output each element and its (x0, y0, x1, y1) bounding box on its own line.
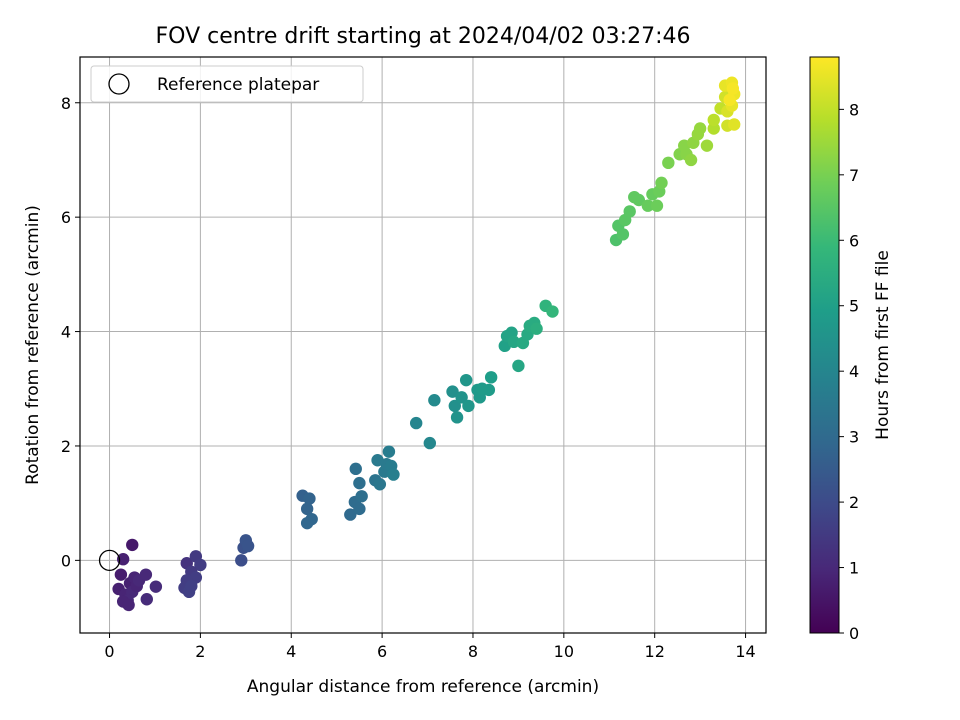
data-point (616, 228, 630, 241)
data-point (353, 502, 366, 516)
legend-marker-icon (108, 73, 130, 95)
data-point (116, 553, 130, 566)
data-point (241, 539, 255, 553)
data-point (707, 113, 720, 127)
data-point (355, 490, 368, 503)
data-point (126, 538, 139, 552)
x-tick-label: 12 (645, 642, 665, 661)
data-point (662, 156, 675, 170)
colorbar-tick-label: 6 (849, 231, 859, 250)
data-point (650, 199, 664, 212)
x-tick-label: 14 (735, 642, 755, 661)
data-point (546, 305, 559, 318)
legend-box (90, 65, 364, 103)
reference-point (98, 549, 121, 572)
x-axis: 0 2 4 6 8 10 12 14 (104, 633, 756, 661)
data-point (387, 468, 400, 481)
data-point (194, 558, 207, 572)
chart-title: FOV centre drift starting at 2024/04/02 … (156, 24, 691, 49)
data-point (693, 122, 707, 135)
data-point (373, 478, 387, 491)
data-point (484, 371, 498, 384)
x-tick-label: 2 (195, 642, 205, 661)
reference-marker (98, 549, 121, 572)
data-point (482, 383, 496, 397)
data-point (707, 122, 720, 135)
y-tick-label: 6 (61, 208, 71, 227)
y-axis: 0 2 4 6 8 (61, 94, 80, 570)
colorbar: 0 1 2 3 4 5 6 7 8 Hours from first FF file (809, 56, 893, 643)
data-point (446, 385, 459, 398)
data-point (512, 359, 525, 373)
data-point (353, 476, 366, 490)
data-point (507, 335, 521, 349)
y-tick-label: 0 (61, 551, 71, 570)
colorbar-label: Hours from first FF file (873, 250, 893, 440)
data-point (530, 322, 543, 335)
data-point (450, 411, 464, 424)
colorbar-tick-label: 1 (849, 559, 859, 578)
data-point (684, 153, 698, 167)
data-point (114, 568, 128, 581)
data-point (632, 193, 645, 207)
data-point (723, 93, 736, 107)
colorbar-tick-label: 5 (849, 297, 859, 316)
legend-entry-reference: Reference platepar (157, 75, 319, 95)
colorbar-tick-label: 3 (849, 428, 859, 447)
data-point (455, 391, 468, 404)
data-point (344, 508, 357, 521)
data-point (409, 416, 423, 430)
data-point (727, 118, 741, 131)
data-point (700, 139, 714, 152)
x-tick-label: 10 (554, 642, 574, 661)
y-tick-label: 2 (61, 437, 71, 456)
colorbar-tick-label: 8 (849, 100, 859, 119)
data-point (462, 399, 475, 413)
y-tick-label: 8 (61, 94, 71, 113)
data-point (235, 554, 248, 567)
data-point (382, 445, 396, 458)
x-tick-label: 8 (468, 642, 478, 661)
x-tick-label: 0 (104, 642, 114, 661)
data-point (122, 598, 135, 612)
grid-lines (80, 57, 766, 633)
colorbar-tick-label: 0 (849, 624, 859, 643)
colorbar-tick-label: 7 (849, 166, 859, 185)
data-point (300, 516, 314, 530)
data-point (641, 199, 655, 212)
data-point (655, 176, 668, 190)
data-point (448, 399, 462, 413)
data-point (149, 580, 163, 593)
data-point (139, 568, 153, 581)
colorbar-tick-label: 2 (849, 493, 859, 512)
data-point (349, 462, 362, 476)
data-point (623, 205, 636, 218)
y-tick-label: 4 (61, 323, 71, 342)
data-point (459, 373, 473, 387)
data-point (185, 579, 198, 593)
data-point (726, 82, 740, 95)
data-point (140, 593, 153, 606)
data-point (423, 436, 437, 450)
data-points (112, 76, 741, 612)
legend: Reference platepar (90, 65, 364, 103)
data-point (428, 393, 441, 407)
colorbar-ticks: 0 1 2 3 4 5 6 7 8 (839, 100, 859, 643)
data-point (300, 502, 314, 516)
x-tick-label: 4 (286, 642, 296, 661)
x-axis-label: Angular distance from reference (arcmin) (247, 677, 599, 697)
colorbar-tick-label: 4 (849, 362, 859, 381)
plot-frame (79, 56, 767, 634)
data-point (303, 492, 316, 505)
y-axis-label: Rotation from reference (arcmin) (23, 205, 43, 485)
colorbar-gradient (809, 56, 840, 634)
x-tick-label: 6 (377, 642, 387, 661)
